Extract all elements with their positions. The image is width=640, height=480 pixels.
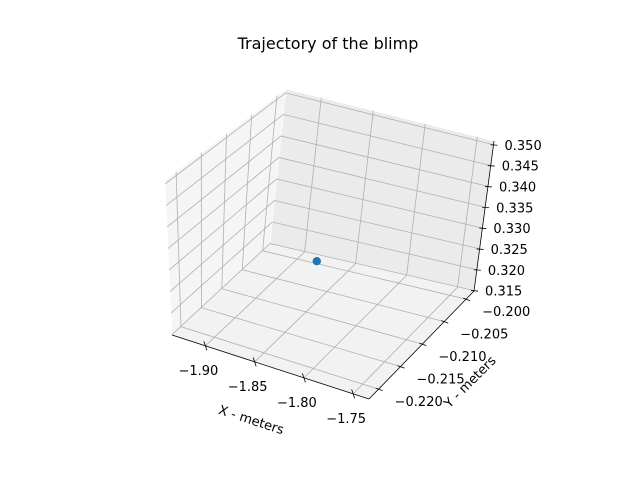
z-tick-mark <box>487 165 495 167</box>
y-tick-label: −0.215 <box>417 373 465 388</box>
grid-line-z <box>164 92 494 185</box>
z-tick-label: 0.345 <box>502 160 539 175</box>
z-tick-label: 0.315 <box>485 285 522 300</box>
axis-ticks: −1.90 −1.85 −1.80 −1.75 −0.220 −0.215 −0.210 −0… <box>178 139 541 427</box>
x-tick-mark <box>302 373 306 383</box>
y-tick-label: −0.200 <box>482 305 530 320</box>
grid-line-x <box>254 110 374 363</box>
y-tick-mark <box>441 320 449 324</box>
grid-line-z <box>169 200 480 292</box>
z-tick-mark <box>490 144 498 146</box>
y-tick-label: −0.210 <box>438 350 486 365</box>
x-tick-mark <box>351 389 356 399</box>
grid-line-z <box>170 221 477 314</box>
z-tick-mark <box>471 290 479 292</box>
z-tick-mark <box>473 269 481 271</box>
grid-line-x <box>205 97 322 347</box>
x-tick-label: −1.80 <box>277 396 317 411</box>
x-tick-label: −1.85 <box>228 380 268 395</box>
x-tick-label: −1.90 <box>178 364 218 379</box>
y-tick-label: −0.220 <box>395 395 443 410</box>
z-tick-label: 0.335 <box>496 201 533 216</box>
chart-title: Trajectory of the blimp <box>237 34 419 53</box>
grid-line-z <box>165 113 491 206</box>
y-tick-mark <box>462 297 471 301</box>
data-marks <box>312 257 321 266</box>
z-tick-mark <box>482 206 490 209</box>
y-tick-mark <box>419 342 427 346</box>
grid-line-z <box>166 135 489 228</box>
y-axis-line <box>368 290 475 400</box>
z-tick-label: 0.340 <box>499 180 536 195</box>
grid-line-z <box>167 157 486 249</box>
data-point <box>312 257 321 266</box>
grid-lines <box>164 92 494 395</box>
x-axis-line <box>171 334 370 400</box>
z-tick-label: 0.330 <box>493 222 530 237</box>
y-tick-mark <box>397 365 405 369</box>
z-tick-label: 0.350 <box>505 139 542 154</box>
z-tick-mark <box>484 186 492 188</box>
x-tick-label: −1.75 <box>326 412 366 427</box>
z-tick-label: 0.325 <box>491 243 528 258</box>
grid-line-x <box>352 136 478 395</box>
z-tick-mark <box>479 227 487 229</box>
y-tick-mark <box>375 387 383 391</box>
z-tick-label: 0.320 <box>488 264 525 279</box>
grid-line-z <box>168 178 483 271</box>
z-tick-mark <box>476 248 484 250</box>
x-tick-mark <box>203 341 208 351</box>
grid-line-x <box>303 123 426 379</box>
y-tick-label: −0.205 <box>460 328 508 343</box>
x-tick-mark <box>252 357 257 367</box>
grid-line-z <box>171 243 475 335</box>
